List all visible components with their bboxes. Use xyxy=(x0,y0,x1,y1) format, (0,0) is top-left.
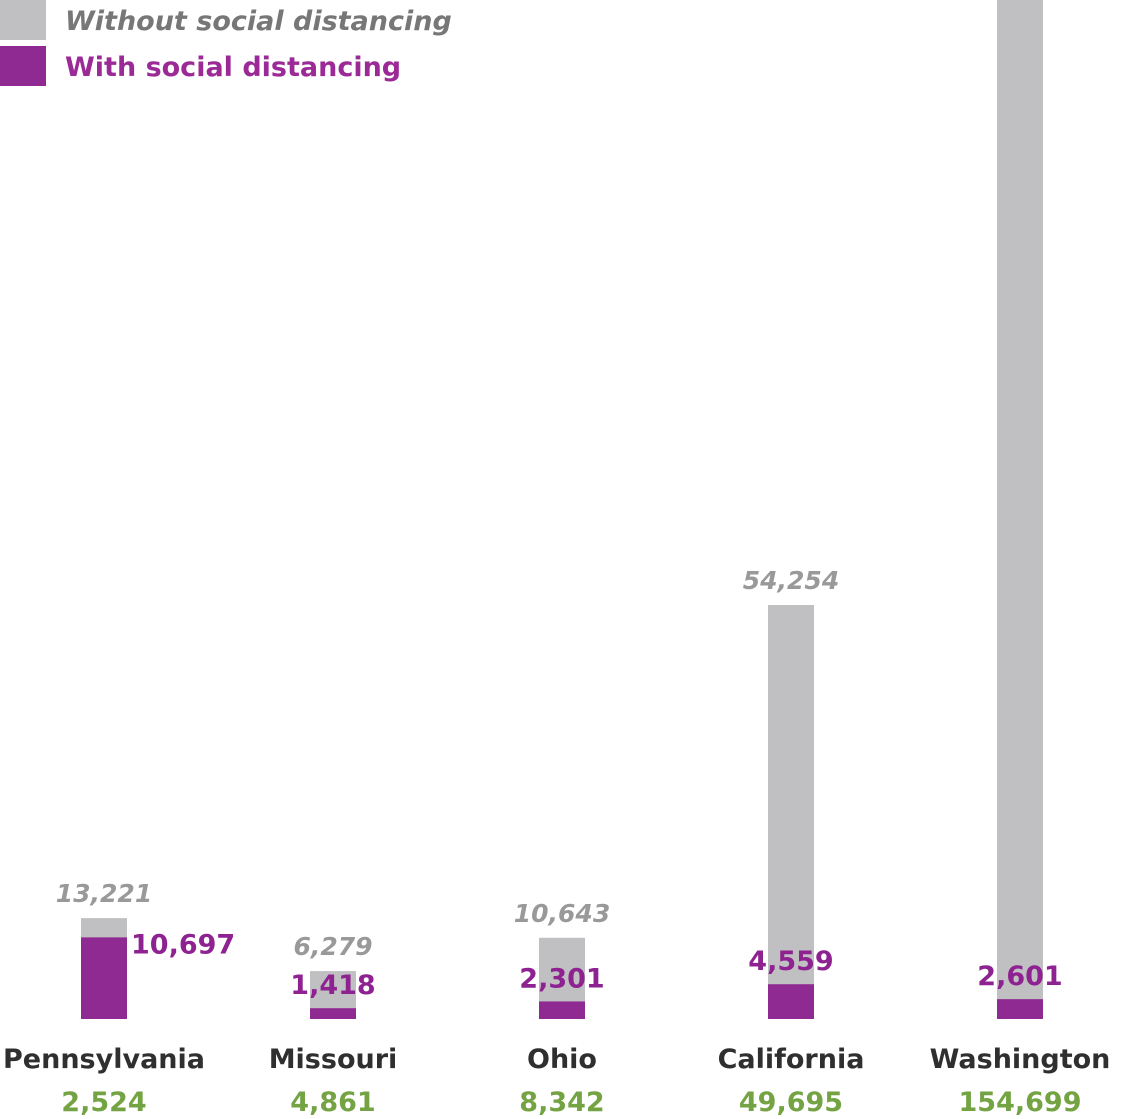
category-label-ohio: Ohio xyxy=(527,1044,597,1075)
bar-with-social-distancing-pennsylvania xyxy=(81,937,127,1019)
chart-legend: Without social distancing With social di… xyxy=(0,0,452,86)
bar-with-social-distancing-washington xyxy=(997,999,1043,1019)
difference-value-label-pennsylvania: 2,524 xyxy=(61,1087,146,1118)
bar-with-social-distancing-ohio xyxy=(539,1001,585,1019)
category-label-pennsylvania: Pennsylvania xyxy=(3,1044,205,1075)
legend-swatch-with-social-distancing xyxy=(0,46,46,86)
without-social-distancing-value-label-california: 54,254 xyxy=(743,566,839,595)
difference-value-label-missouri: 4,861 xyxy=(290,1087,375,1118)
legend-label-with-social-distancing: With social distancing xyxy=(65,52,401,83)
category-label-missouri: Missouri xyxy=(269,1044,398,1075)
difference-value-label-ohio: 8,342 xyxy=(519,1087,604,1118)
category-label-california: California xyxy=(718,1044,865,1075)
bar-series xyxy=(81,0,1043,1019)
legend-label-without-social-distancing: Without social distancing xyxy=(65,6,452,37)
bar-without-social-distancing-california xyxy=(768,605,814,1019)
without-social-distancing-value-label-pennsylvania: 13,221 xyxy=(56,879,152,908)
bar-with-social-distancing-california xyxy=(768,984,814,1019)
without-social-distancing-value-label-missouri: 6,279 xyxy=(293,932,372,961)
with-social-distancing-value-label-ohio: 2,301 xyxy=(519,963,604,994)
with-social-distancing-value-label-washington: 2,601 xyxy=(977,961,1062,992)
with-social-distancing-value-label-missouri: 1,418 xyxy=(290,970,375,1001)
category-label-washington: Washington xyxy=(930,1044,1111,1075)
with-social-distancing-value-label-california: 4,559 xyxy=(748,946,833,977)
without-social-distancing-value-label-ohio: 10,643 xyxy=(514,899,610,928)
with-social-distancing-value-label-pennsylvania: 10,697 xyxy=(131,929,235,960)
bar-without-social-distancing-washington xyxy=(997,0,1043,1019)
bar-with-social-distancing-missouri xyxy=(310,1008,356,1019)
difference-value-label-washington: 154,699 xyxy=(959,1087,1082,1118)
difference-value-label-california: 49,695 xyxy=(739,1087,843,1118)
bar-value-labels: 13,221 10,697 6,279 1,418 10,643 2,301 54,254 4… xyxy=(56,566,1063,1001)
legend-swatch-without-social-distancing xyxy=(0,0,46,40)
category-labels: Pennsylvania 2,524 Missouri 4,861 Ohio 8,342 C… xyxy=(3,1044,1110,1118)
